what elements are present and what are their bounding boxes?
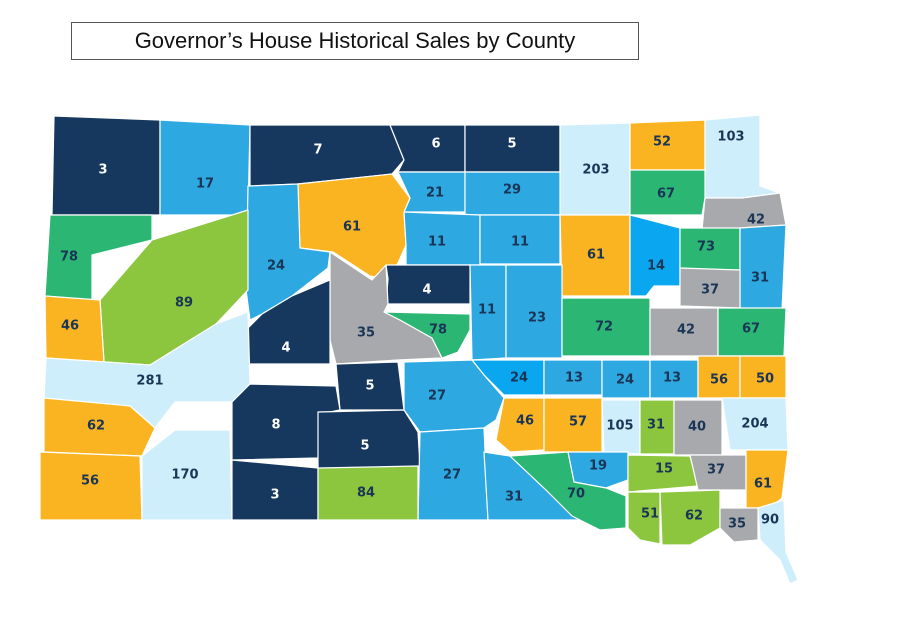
county-sales-label: 62 <box>685 509 703 524</box>
county-sales-label: 61 <box>343 220 361 235</box>
county-region-62 <box>627 491 661 545</box>
county-sales-label: 203 <box>582 163 609 178</box>
county-sales-label: 8 <box>271 418 280 433</box>
county-sales-label: 84 <box>357 486 375 501</box>
county-sales-label: 70 <box>567 487 585 502</box>
county-region-63 <box>659 489 721 546</box>
county-sales-label: 11 <box>428 235 446 250</box>
county-sales-label: 281 <box>136 374 163 389</box>
county-sales-label: 42 <box>747 213 765 228</box>
county-sales-label: 40 <box>688 420 706 435</box>
county-region-1 <box>159 119 251 216</box>
county-region-10 <box>629 169 706 216</box>
county-region-42 <box>43 397 156 457</box>
county-region-3 <box>389 124 466 173</box>
county-sales-label: 52 <box>653 135 671 150</box>
county-sales-label: 73 <box>697 240 715 255</box>
county-sales-label: 17 <box>196 177 214 192</box>
county-sales-label: 62 <box>87 419 105 434</box>
county-sales-label: 42 <box>677 323 695 338</box>
county-sales-label: 24 <box>510 371 528 386</box>
county-sales-label: 37 <box>701 283 719 298</box>
county-region-27 <box>383 311 471 359</box>
county-sales-label: 51 <box>641 507 659 522</box>
county-region-55 <box>141 429 233 521</box>
county-region-28 <box>505 264 563 359</box>
county-sales-label: 31 <box>751 271 769 286</box>
county-region-12 <box>701 192 787 231</box>
county-sales-label: 13 <box>663 371 681 386</box>
county-sales-label: 23 <box>528 311 546 326</box>
county-sales-label: 72 <box>595 320 613 335</box>
county-sales-label: 31 <box>647 418 665 433</box>
county-region-8 <box>397 171 466 213</box>
county-region-19 <box>245 183 331 321</box>
county-sales-label: 11 <box>478 303 496 318</box>
county-sales-label: 27 <box>428 389 446 404</box>
county-region-17 <box>629 214 681 297</box>
county-sales-label: 5 <box>360 439 369 454</box>
county-sales-label: 61 <box>754 477 772 492</box>
county-sales-label: 15 <box>655 462 673 477</box>
county-sales-label: 14 <box>647 259 665 274</box>
county-sales-label: 19 <box>589 459 607 474</box>
county-sales-label: 3 <box>98 163 107 178</box>
county-sales-label: 7 <box>313 143 322 158</box>
county-sales-label: 46 <box>61 319 79 334</box>
county-sales-label: 21 <box>426 186 444 201</box>
county-sales-label: 105 <box>606 419 633 434</box>
county-sales-label: 89 <box>175 296 193 311</box>
county-sales-label: 4 <box>422 283 431 298</box>
county-sales-label: 56 <box>710 373 728 388</box>
county-region-15 <box>479 214 561 265</box>
county-region-44 <box>495 397 545 453</box>
county-sales-label: 61 <box>587 248 605 263</box>
county-sales-label: 78 <box>429 323 447 338</box>
county-sales-label: 57 <box>569 415 587 430</box>
county-sales-label: 3 <box>270 488 279 503</box>
county-sales-label: 27 <box>443 468 461 483</box>
county-sales-label: 46 <box>516 414 534 429</box>
county-region-59 <box>317 465 419 521</box>
county-sales-label: 103 <box>717 130 744 145</box>
county-sales-label: 5 <box>507 137 516 152</box>
county-sales-label: 37 <box>707 463 725 478</box>
county-region-64 <box>719 507 759 543</box>
county-sales-label: 50 <box>756 372 774 387</box>
county-region-21 <box>385 264 471 305</box>
county-sales-label: 78 <box>60 250 78 265</box>
map-title: Governor’s House Historical Sales by Cou… <box>134 28 576 53</box>
county-sales-label: 204 <box>741 417 768 432</box>
county-sales-label: 31 <box>505 490 523 505</box>
county-sales-label: 24 <box>616 373 634 388</box>
county-sales-label: 67 <box>657 187 675 202</box>
county-sales-label: 67 <box>742 322 760 337</box>
county-region-65 <box>757 499 799 585</box>
map-title-box: Governor’s House Historical Sales by Cou… <box>71 22 639 60</box>
county-sales-label: 24 <box>267 259 285 274</box>
county-sales-label: 5 <box>365 379 374 394</box>
county-sales-label: 35 <box>357 326 375 341</box>
county-region-61 <box>509 451 627 531</box>
county-sales-label: 6 <box>431 137 440 152</box>
county-sales-label: 13 <box>565 371 583 386</box>
county-sales-label: 90 <box>761 513 779 528</box>
county-sales-label: 4 <box>281 341 290 356</box>
county-sales-label: 29 <box>503 183 521 198</box>
county-sales-label: 170 <box>171 468 198 483</box>
county-sales-label: 35 <box>728 517 746 532</box>
county-sales-label: 11 <box>511 235 529 250</box>
county-sales-label: 56 <box>81 474 99 489</box>
county-region-7 <box>704 114 781 199</box>
county-region-20 <box>739 224 787 311</box>
